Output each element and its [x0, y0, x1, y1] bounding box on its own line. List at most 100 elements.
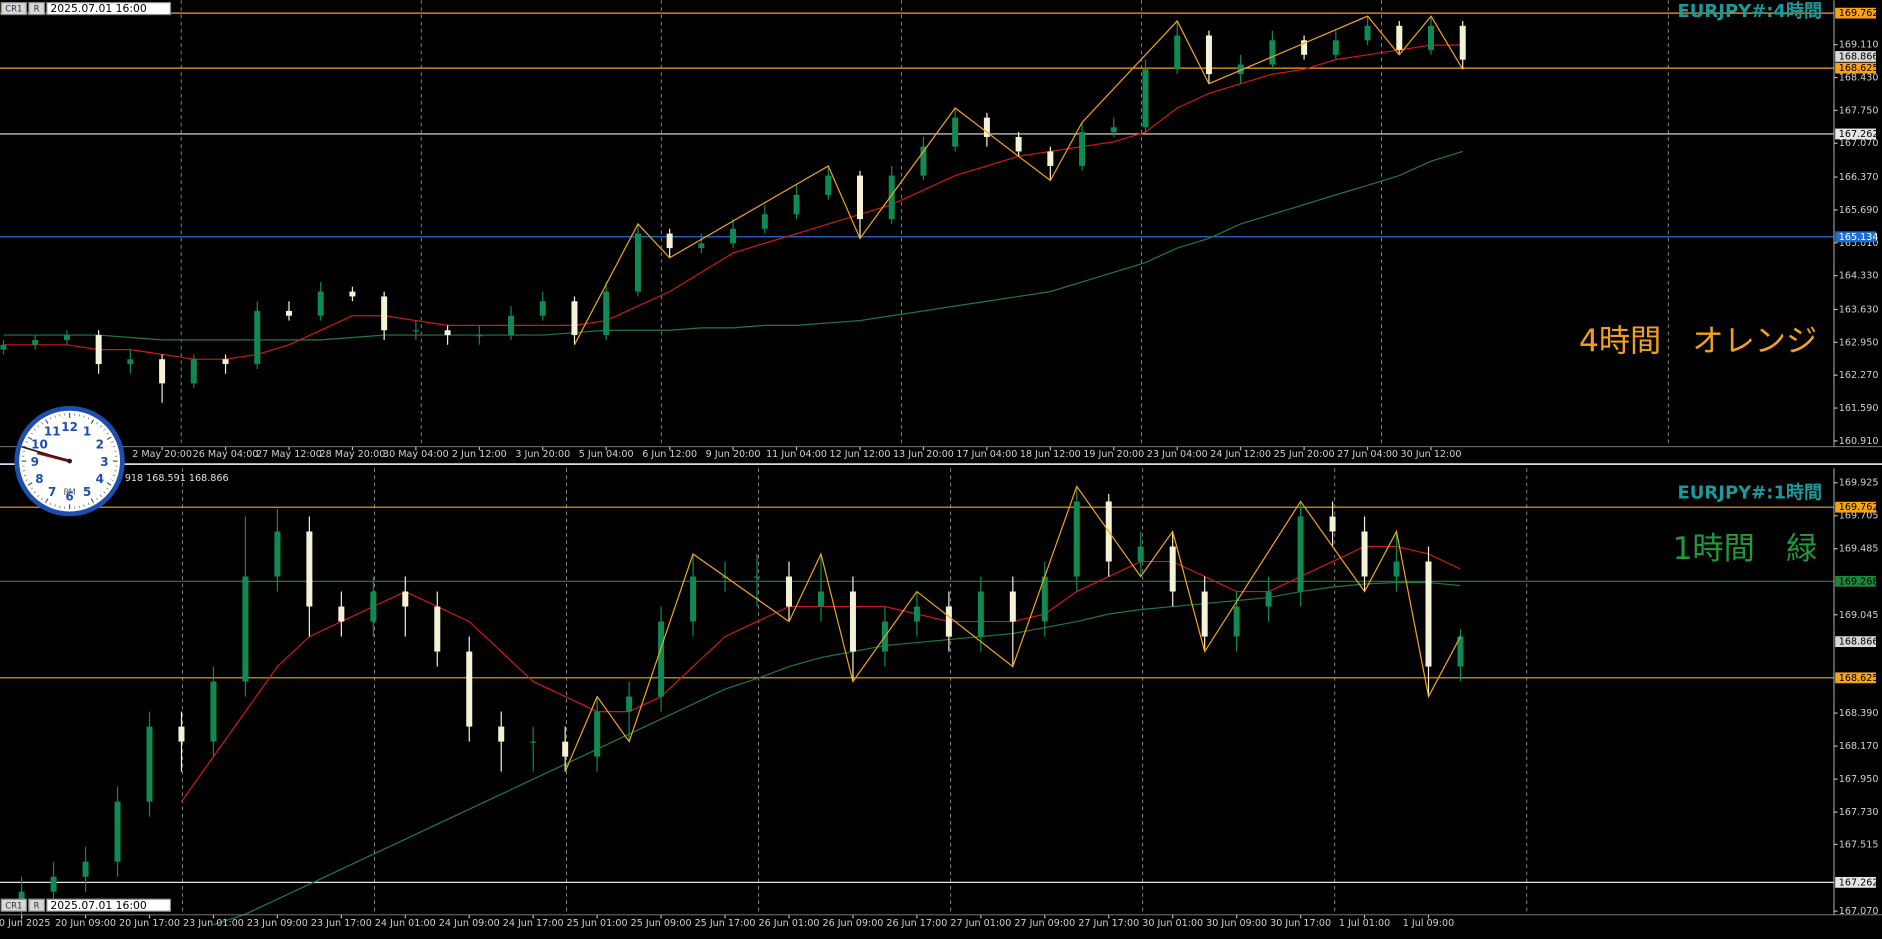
candle-body: [1237, 64, 1244, 75]
x-tick-label: 20 Jun 17:00: [119, 918, 180, 929]
candle-body: [825, 175, 832, 195]
level-label: 167.262: [1839, 877, 1879, 888]
x-tick-label: 27 May 12:00: [256, 449, 322, 460]
level-label: 165.134: [1839, 232, 1879, 243]
level-label: 169.762: [1839, 502, 1879, 513]
x-tick-label: 27 Jun 01:00: [950, 918, 1011, 929]
candle-body: [634, 233, 641, 292]
y-tick-label: 162.950: [1839, 337, 1879, 348]
candle-body: [1459, 25, 1466, 60]
clock-tick: [83, 504, 85, 507]
clock-tick: [23, 445, 27, 448]
x-tick-label: 23 Jun 09:00: [247, 918, 308, 929]
candle-body: [658, 621, 665, 697]
toolbar-button[interactable]: [28, 898, 46, 912]
price-axis: [1833, 0, 1882, 447]
candle-body: [210, 681, 217, 742]
toolbar-button-label[interactable]: CR1: [5, 900, 22, 910]
x-tick-label: 18 Jun 12:00: [1020, 449, 1081, 460]
candle-body: [1301, 40, 1308, 55]
clock-tick: [106, 436, 112, 441]
candle-body: [190, 359, 197, 384]
clock-number: 9: [31, 455, 39, 469]
clock-number: 10: [31, 437, 48, 451]
candle-body: [1009, 591, 1016, 622]
y-tick-label: 161.590: [1839, 403, 1879, 414]
candle-body: [952, 117, 959, 147]
zigzag: [564, 485, 1462, 772]
candle-body: [1457, 636, 1464, 667]
toolbar-button-label[interactable]: R: [34, 4, 40, 14]
candle-body: [254, 310, 261, 365]
candle-body: [1201, 591, 1208, 637]
x-tick-label: 24 Jun 12:00: [1210, 449, 1271, 460]
clock-minute-hand: [21, 445, 70, 462]
y-tick-label: 167.070: [1839, 906, 1879, 917]
candle-body: [530, 741, 537, 743]
clock-tick: [99, 494, 102, 497]
clock-tick: [106, 487, 109, 490]
candle-body: [1265, 591, 1272, 607]
clock-tick: [99, 425, 102, 428]
candle-body: [793, 194, 800, 215]
annotation: 4時間 オレンジ: [1579, 323, 1817, 359]
toolbar-button[interactable]: [0, 898, 28, 912]
moving-average: [3, 150, 1463, 341]
price-axis: [1833, 468, 1882, 915]
level-box: [1835, 7, 1876, 19]
candle-body: [690, 576, 697, 622]
x-tick-label: 27 Jun 04:00: [1337, 449, 1398, 460]
clock-tick: [30, 487, 33, 490]
x-tick-label: 23 Jun 04:00: [1147, 449, 1208, 460]
toolbar-button-label[interactable]: R: [34, 900, 40, 910]
candle-body: [32, 339, 39, 345]
candle-body: [159, 359, 166, 384]
candle-body: [381, 296, 388, 331]
y-tick-label: 167.950: [1839, 774, 1879, 785]
candle-body: [1110, 127, 1117, 133]
clock-tick: [112, 445, 116, 448]
clock-tick: [90, 498, 95, 503]
x-tick-label: 19 Jun 20:00: [1083, 449, 1144, 460]
x-tick-label: 30 Jun 01:00: [1142, 918, 1203, 929]
y-tick-label: 168.170: [1839, 741, 1879, 752]
clock-tick: [49, 502, 52, 506]
clock-tick: [49, 417, 52, 420]
candle-body: [754, 576, 761, 578]
clock-tick: [87, 502, 90, 506]
candle-body: [1332, 40, 1339, 55]
candle-body: [114, 801, 121, 862]
clock-number: 11: [44, 425, 61, 439]
clock-tick: [96, 422, 99, 425]
x-tick-label: 25 Jun 20:00: [1274, 449, 1335, 460]
toolbar-button[interactable]: [28, 2, 46, 16]
candle-body: [1142, 69, 1149, 128]
clock-tick: [27, 436, 33, 441]
candle-body: [761, 214, 768, 229]
x-tick-label: 30 Jun 17:00: [1270, 918, 1331, 929]
candle-body: [242, 576, 249, 682]
toolbar-button-label[interactable]: CR1: [5, 4, 22, 14]
toolbar-time: 2025.07.01 16:00: [50, 899, 146, 912]
candle-body: [1329, 516, 1336, 532]
clock-tick: [103, 428, 106, 431]
toolbar-button[interactable]: [0, 2, 28, 16]
y-tick-label: 164.330: [1839, 271, 1879, 282]
candle-body: [306, 531, 313, 607]
y-tick-label: 169.045: [1839, 610, 1879, 621]
candle-body: [1396, 25, 1403, 50]
x-tick-label: 30 May 04:00: [383, 449, 449, 460]
candle-body: [1073, 501, 1080, 577]
x-tick-label: 25 Jun 17:00: [695, 918, 756, 929]
candle-body: [146, 726, 153, 802]
x-tick-label: 13 Jun 20:00: [893, 449, 954, 460]
candle-body: [849, 591, 856, 652]
y-tick-label: 162.270: [1839, 370, 1879, 381]
level-label: 167.262: [1839, 129, 1879, 140]
clock-tick: [45, 498, 49, 503]
candle-body: [434, 606, 441, 652]
clock-tick: [106, 432, 109, 435]
candle-body: [274, 531, 281, 577]
